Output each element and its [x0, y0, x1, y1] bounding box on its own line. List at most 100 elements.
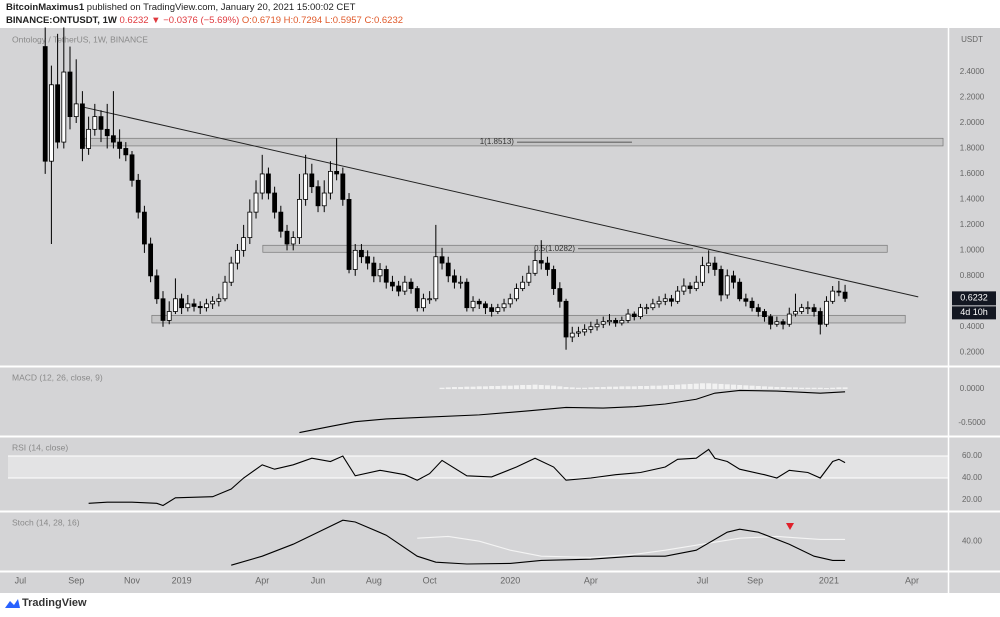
histogram-bar	[730, 384, 736, 390]
candle-body	[588, 326, 594, 330]
symbol: BINANCE:ONTUSDT, 1W	[6, 15, 117, 26]
y-tick-label: 1.0000	[960, 245, 985, 254]
candle-body	[123, 148, 129, 156]
x-tick-label: 2021	[819, 575, 839, 585]
candle-body	[445, 262, 451, 277]
candle-body	[439, 256, 445, 264]
candle-body	[135, 179, 141, 213]
histogram-bar	[464, 386, 470, 390]
x-tick-label: Aug	[366, 575, 382, 585]
zone	[84, 137, 944, 147]
candle-body	[142, 211, 147, 245]
x-tick-label: Sep	[68, 575, 84, 585]
rsi-band	[8, 456, 948, 479]
countdown-box	[952, 306, 996, 320]
histogram-bar	[557, 386, 563, 390]
histogram-bar	[768, 386, 774, 390]
candle-body	[452, 275, 457, 283]
indicator-line	[88, 448, 846, 507]
x-tick-label: Jul	[15, 575, 27, 585]
histogram-bar	[706, 383, 712, 390]
last-price-label: 0.6232	[960, 293, 988, 303]
candle-body	[303, 173, 309, 200]
candle-body	[396, 285, 402, 292]
candle-body	[613, 320, 619, 324]
countdown: 4d 10h	[960, 307, 988, 317]
y-tick-label: 0.2000	[960, 347, 985, 356]
histogram-bar	[780, 387, 786, 390]
histogram-bar	[637, 386, 643, 390]
candle-body	[681, 285, 687, 292]
candle-body	[377, 269, 383, 277]
histogram-bar	[650, 385, 656, 390]
histogram-bar	[799, 387, 805, 390]
histogram-bar	[563, 387, 569, 390]
candle-body	[724, 275, 730, 296]
candle-body	[111, 135, 116, 143]
histogram-bar	[631, 386, 637, 390]
x-tick-label: Oct	[423, 575, 438, 585]
candle-body	[786, 313, 792, 325]
candle-body	[216, 298, 222, 302]
candle-body	[259, 173, 265, 194]
histogram-bar	[662, 385, 668, 390]
candle-body	[557, 288, 563, 302]
histogram-bar	[489, 386, 495, 390]
histogram-bar	[792, 387, 798, 390]
histogram-bar	[625, 386, 631, 390]
histogram-bar	[575, 387, 581, 390]
candle-body	[470, 300, 476, 309]
brand-logo	[5, 599, 20, 608]
header-line: BINANCE:ONTUSDT, 1W 0.6232 ▼ −0.0376 (−5…	[6, 14, 403, 27]
histogram-bar	[737, 384, 743, 390]
histogram-bar	[600, 387, 606, 390]
candle-body	[625, 313, 631, 321]
candle-body	[414, 288, 420, 309]
histogram-bar	[724, 384, 730, 390]
candle-body	[731, 275, 736, 283]
histogram-bar	[501, 385, 507, 390]
histogram-bar	[743, 385, 749, 390]
candle-body	[210, 300, 216, 305]
histogram-bar	[569, 387, 575, 390]
candle-body	[501, 303, 507, 309]
candle-body	[743, 298, 749, 302]
candle-body	[687, 285, 693, 289]
candle-body	[191, 303, 197, 307]
candle-body	[173, 298, 178, 312]
y-tick-label: 1.8000	[960, 144, 985, 153]
y-tick-label: 40.00	[962, 536, 983, 545]
candle-body	[129, 154, 135, 181]
x-tick-label: 2020	[500, 575, 520, 585]
candle-body	[793, 311, 798, 315]
candle-body	[197, 306, 203, 309]
footer-brand: TradingView	[22, 597, 87, 609]
x-tick-label: Sep	[747, 575, 763, 585]
histogram-bar	[786, 387, 792, 390]
histogram-bar	[544, 385, 550, 390]
zone	[262, 244, 888, 253]
candle-body	[42, 46, 48, 162]
candle-body	[476, 300, 482, 305]
candle-body	[235, 249, 240, 264]
histogram-bar	[675, 384, 681, 390]
candle-body	[768, 316, 774, 325]
author: BitcoinMaximus1	[6, 2, 85, 13]
candle-body	[836, 290, 842, 293]
candle-body	[185, 303, 191, 309]
candle-body	[718, 269, 724, 296]
candle-body	[61, 71, 67, 143]
histogram-bar	[538, 384, 544, 390]
histogram-bar	[805, 387, 811, 390]
candle-body	[80, 103, 85, 149]
indicator-line	[299, 389, 846, 434]
candle-body	[532, 260, 538, 274]
candle-body	[464, 281, 470, 309]
ohlc: O:0.6719 H:0.7294 L:0.5957 C:0.6232	[241, 15, 404, 26]
candle-body	[383, 269, 389, 283]
y-tick-label: 0.0000	[960, 384, 985, 393]
histogram-bar	[817, 387, 823, 390]
candle-body	[780, 321, 786, 325]
candle-body	[594, 323, 600, 328]
